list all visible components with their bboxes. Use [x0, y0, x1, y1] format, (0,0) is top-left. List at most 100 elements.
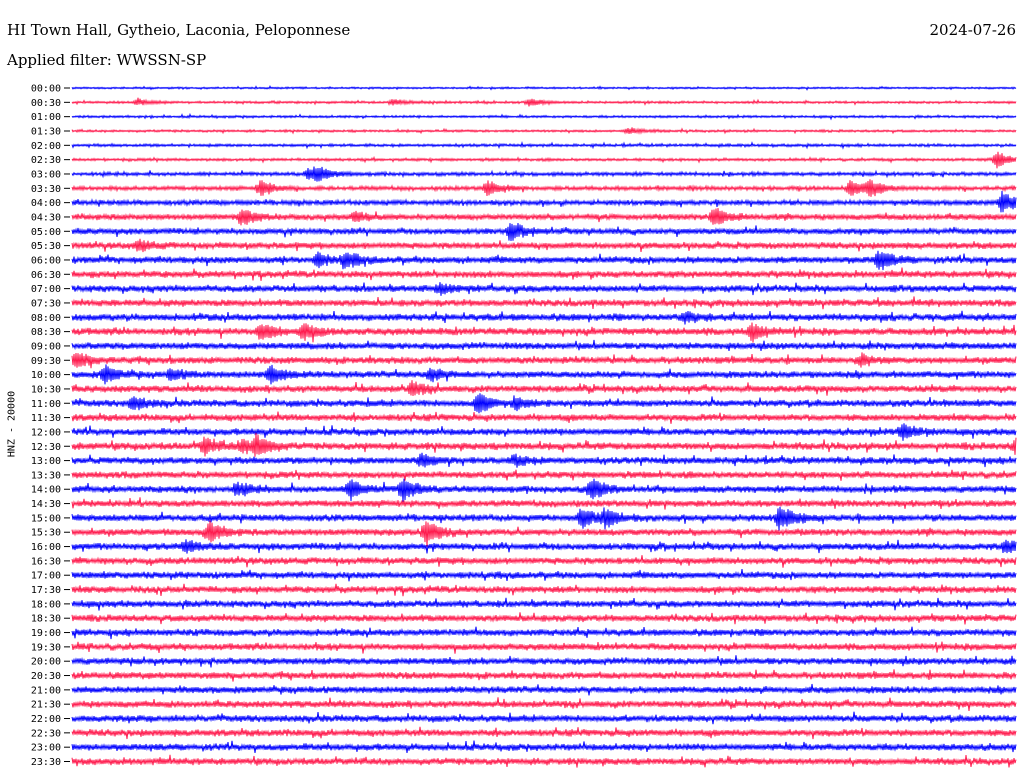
trace-1600 — [71, 539, 1017, 554]
trace-1030 — [71, 380, 1017, 396]
trace-1400 — [71, 478, 1017, 503]
row-time-label: 13:00 — [31, 456, 61, 467]
trace-1000 — [71, 364, 1017, 385]
row-time-label: 04:00 — [31, 198, 61, 209]
trace-1130 — [71, 411, 1017, 424]
trace-1330 — [71, 469, 1017, 481]
trace-2230 — [71, 726, 1017, 740]
trace-0000 — [71, 84, 1017, 91]
row-time-label: 16:00 — [31, 542, 61, 553]
row-time-label: 18:30 — [31, 614, 61, 625]
row-time-label: 06:00 — [31, 255, 61, 266]
trace-1230 — [71, 432, 1017, 457]
row-time-label: 21:00 — [31, 685, 61, 696]
trace-0200 — [71, 141, 1017, 150]
trace-2200 — [71, 711, 1017, 725]
trace-0100 — [71, 112, 1017, 121]
trace-0130 — [71, 127, 1017, 135]
trace-0630 — [71, 267, 1017, 281]
row-time-label: 00:30 — [31, 98, 61, 109]
row-time-label: 18:00 — [31, 599, 61, 610]
trace-0030 — [71, 97, 1017, 107]
row-time-label: 15:30 — [31, 528, 61, 539]
row-time-label: 02:00 — [31, 141, 61, 152]
trace-1700 — [71, 568, 1017, 582]
filter-label: Applied filter: WWSSN-SP — [7, 51, 207, 69]
trace-0730 — [71, 296, 1017, 310]
row-time-label: 03:00 — [31, 169, 61, 180]
trace-2100 — [71, 683, 1017, 696]
trace-1200 — [71, 423, 1017, 441]
row-time-label: 13:30 — [31, 470, 61, 481]
trace-0800 — [71, 310, 1017, 325]
row-time-label: 08:00 — [31, 313, 61, 324]
trace-2300 — [71, 740, 1017, 753]
trace-2130 — [71, 697, 1017, 711]
row-time-label: 12:30 — [31, 442, 61, 453]
date-label: 2024-07-26 — [929, 21, 1016, 39]
row-time-label: 06:30 — [31, 270, 61, 281]
row-time-label: 23:00 — [31, 743, 61, 754]
trace-1800 — [71, 597, 1017, 611]
row-time-label: 07:30 — [31, 298, 61, 309]
row-time-label: 05:00 — [31, 227, 61, 238]
row-time-label: 17:30 — [31, 585, 61, 596]
row-time-label: 17:00 — [31, 571, 61, 582]
row-time-label: 07:00 — [31, 284, 61, 295]
row-time-label: 01:00 — [31, 112, 61, 123]
row-time-label: 14:00 — [31, 485, 61, 496]
trace-1430 — [71, 497, 1017, 510]
row-time-label: 05:30 — [31, 241, 61, 252]
row-time-label: 19:00 — [31, 628, 61, 639]
trace-2030 — [71, 669, 1017, 682]
trace-0530 — [71, 238, 1017, 253]
trace-0330 — [71, 179, 1017, 197]
row-time-label: 00:00 — [31, 84, 61, 95]
row-time-label: 22:00 — [31, 714, 61, 725]
row-time-label: 16:30 — [31, 556, 61, 567]
row-time-label: 10:00 — [31, 370, 61, 381]
trace-1830 — [71, 612, 1017, 625]
row-time-label: 01:30 — [31, 126, 61, 137]
row-time-label: 14:30 — [31, 499, 61, 510]
trace-2000 — [71, 655, 1017, 668]
row-time-label: 22:30 — [31, 728, 61, 739]
trace-0430 — [71, 208, 1017, 226]
row-time-label: 02:30 — [31, 155, 61, 166]
row-time-label: 03:30 — [31, 184, 61, 195]
station-title: HI Town Hall, Gytheio, Laconia, Peloponn… — [7, 21, 351, 39]
trace-1630 — [71, 555, 1017, 568]
row-time-label: 08:30 — [31, 327, 61, 338]
trace-0230 — [71, 151, 1017, 169]
row-time-label: 15:00 — [31, 513, 61, 524]
trace-1300 — [71, 452, 1017, 468]
trace-1500 — [71, 506, 1017, 531]
row-time-label: 23:30 — [31, 757, 61, 768]
trace-1930 — [71, 641, 1017, 654]
trace-0400 — [71, 190, 1017, 213]
trace-0500 — [71, 222, 1017, 241]
row-time-label: 21:30 — [31, 700, 61, 711]
row-time-label: 09:00 — [31, 341, 61, 352]
row-time-label: 10:30 — [31, 384, 61, 395]
row-time-label: 11:30 — [31, 413, 61, 424]
trace-0830 — [71, 322, 1017, 343]
trace-0900 — [71, 339, 1017, 351]
row-time-label: 20:00 — [31, 657, 61, 668]
row-time-label: 11:00 — [31, 399, 61, 410]
trace-1730 — [71, 583, 1017, 597]
trace-0700 — [71, 282, 1017, 296]
trace-1900 — [71, 626, 1017, 640]
row-time-label: 09:30 — [31, 356, 61, 367]
trace-0300 — [71, 166, 1017, 182]
row-time-label: 20:30 — [31, 671, 61, 682]
trace-1100 — [71, 393, 1017, 414]
trace-0930 — [71, 352, 1017, 369]
row-time-label: 04:30 — [31, 212, 61, 223]
trace-1530 — [71, 520, 1017, 547]
trace-2330 — [71, 754, 1017, 768]
row-time-label: 19:30 — [31, 642, 61, 653]
trace-0600 — [71, 250, 1017, 271]
row-time-label: 12:00 — [31, 427, 61, 438]
